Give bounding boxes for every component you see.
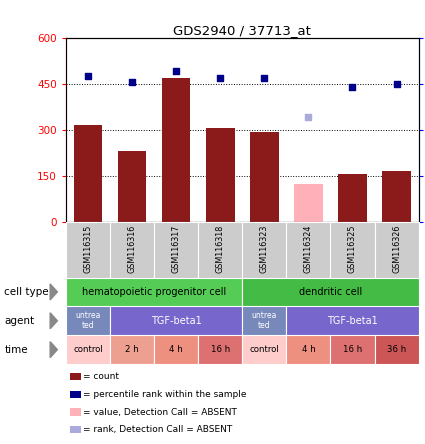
Bar: [66, 306, 110, 335]
Bar: [242, 306, 286, 335]
Text: = rank, Detection Call = ABSENT: = rank, Detection Call = ABSENT: [83, 425, 232, 434]
Text: 16 h: 16 h: [343, 345, 362, 354]
Text: GSM116317: GSM116317: [172, 225, 181, 273]
Text: GSM116315: GSM116315: [83, 225, 92, 273]
Bar: [286, 335, 331, 364]
Point: [261, 75, 268, 82]
Bar: [154, 335, 198, 364]
Text: time: time: [4, 345, 28, 355]
Bar: [154, 222, 198, 278]
Text: cell type: cell type: [4, 287, 49, 297]
Polygon shape: [50, 342, 57, 358]
Text: GSM116318: GSM116318: [216, 225, 225, 273]
Text: 36 h: 36 h: [387, 345, 406, 354]
Text: = percentile rank within the sample: = percentile rank within the sample: [83, 390, 246, 399]
Text: GSM116325: GSM116325: [348, 225, 357, 273]
Bar: [242, 222, 286, 278]
Point: [349, 84, 356, 91]
Bar: [294, 184, 323, 222]
Bar: [198, 335, 242, 364]
Text: = count: = count: [83, 372, 119, 381]
Bar: [331, 335, 374, 364]
Point: [305, 113, 312, 120]
Text: dendritic cell: dendritic cell: [299, 287, 362, 297]
Text: 4 h: 4 h: [169, 345, 183, 354]
Text: = value, Detection Call = ABSENT: = value, Detection Call = ABSENT: [83, 408, 237, 416]
Bar: [374, 222, 419, 278]
Bar: [110, 222, 154, 278]
Text: 16 h: 16 h: [210, 345, 230, 354]
Text: GSM116326: GSM116326: [392, 225, 401, 273]
Bar: [286, 306, 419, 335]
Bar: [66, 335, 110, 364]
Text: GSM116324: GSM116324: [304, 225, 313, 273]
Point: [173, 67, 179, 75]
Text: GSM116316: GSM116316: [128, 225, 136, 273]
Bar: [66, 278, 242, 306]
Text: TGF-beta1: TGF-beta1: [327, 316, 378, 326]
Bar: [162, 78, 190, 222]
Bar: [74, 125, 102, 222]
Bar: [206, 128, 235, 222]
Bar: [331, 222, 374, 278]
Text: control: control: [73, 345, 103, 354]
Text: 2 h: 2 h: [125, 345, 139, 354]
Bar: [110, 306, 242, 335]
Text: GSM116323: GSM116323: [260, 225, 269, 273]
Text: TGF-beta1: TGF-beta1: [151, 316, 201, 326]
Bar: [374, 335, 419, 364]
Bar: [198, 222, 242, 278]
Polygon shape: [50, 313, 57, 329]
Point: [393, 80, 400, 87]
Bar: [242, 278, 419, 306]
Text: 4 h: 4 h: [301, 345, 315, 354]
Bar: [382, 171, 411, 222]
Bar: [242, 335, 286, 364]
Text: control: control: [249, 345, 279, 354]
Bar: [338, 174, 367, 222]
Text: agent: agent: [4, 316, 34, 326]
Title: GDS2940 / 37713_at: GDS2940 / 37713_at: [173, 24, 311, 36]
Bar: [110, 335, 154, 364]
Bar: [286, 222, 331, 278]
Point: [85, 73, 91, 80]
Point: [217, 75, 224, 82]
Text: untrea
ted: untrea ted: [75, 311, 101, 330]
Bar: [66, 222, 110, 278]
Text: hematopoietic progenitor cell: hematopoietic progenitor cell: [82, 287, 226, 297]
Bar: [250, 132, 279, 222]
Text: untrea
ted: untrea ted: [252, 311, 277, 330]
Polygon shape: [50, 284, 57, 300]
Bar: [118, 151, 146, 222]
Point: [129, 79, 136, 86]
